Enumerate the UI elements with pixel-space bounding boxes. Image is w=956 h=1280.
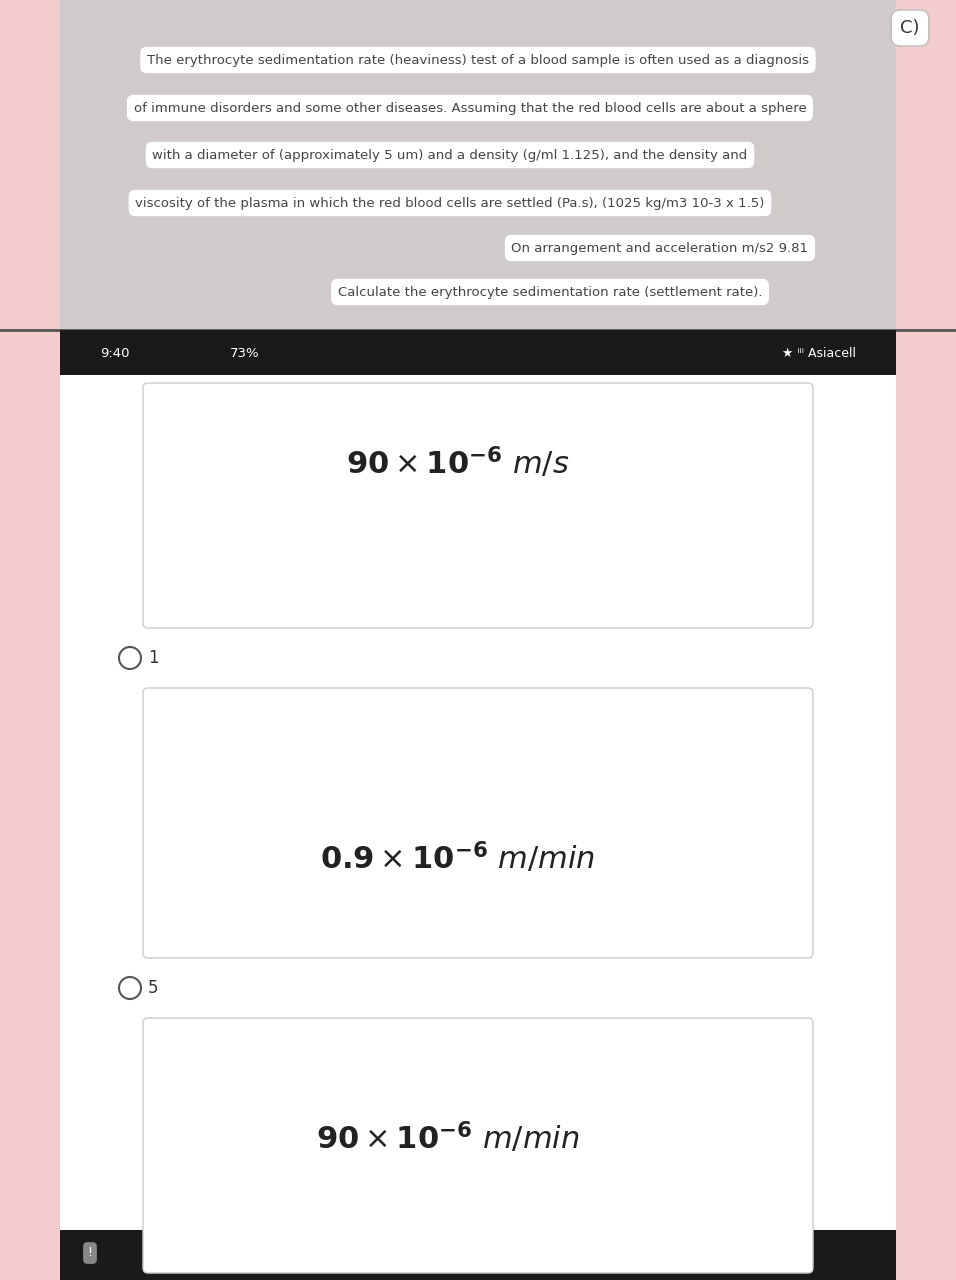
Text: $\mathbf{0.9} \times \mathbf{10}^{\mathbf{-6}}\ \mathit{m/min}$: $\mathbf{0.9} \times \mathbf{10}^{\mathb… — [320, 840, 596, 876]
Text: Calculate the erythrocyte sedimentation rate (settlement rate).: Calculate the erythrocyte sedimentation … — [337, 285, 762, 298]
Text: 1: 1 — [148, 649, 159, 667]
FancyBboxPatch shape — [60, 330, 896, 375]
FancyBboxPatch shape — [143, 689, 813, 957]
Text: C): C) — [901, 19, 920, 37]
Text: with a diameter of (approximately 5 um) and a density (g/ml 1.125), and the dens: with a diameter of (approximately 5 um) … — [152, 148, 748, 161]
FancyBboxPatch shape — [143, 1018, 813, 1274]
Text: viscosity of the plasma in which the red blood cells are settled (Pa.s), (1025 k: viscosity of the plasma in which the red… — [136, 197, 765, 210]
Text: The erythrocyte sedimentation rate (heaviness) test of a blood sample is often u: The erythrocyte sedimentation rate (heav… — [147, 54, 809, 67]
FancyBboxPatch shape — [143, 383, 813, 628]
FancyBboxPatch shape — [60, 1230, 896, 1280]
FancyBboxPatch shape — [0, 0, 60, 1280]
Text: □: □ — [337, 1243, 359, 1267]
FancyBboxPatch shape — [60, 375, 896, 1230]
Text: 5: 5 — [148, 979, 159, 997]
Text: of immune disorders and some other diseases. Assuming that the red blood cells a: of immune disorders and some other disea… — [134, 101, 806, 114]
Text: !: ! — [88, 1247, 93, 1260]
Text: On arrangement and acceleration m/s2 9.81: On arrangement and acceleration m/s2 9.8… — [511, 242, 809, 255]
Text: ▷: ▷ — [598, 1243, 618, 1267]
Text: $\mathbf{90} \times \mathbf{10}^{\mathbf{-6}}\ \mathit{m/s}$: $\mathbf{90} \times \mathbf{10}^{\mathbf… — [346, 445, 570, 481]
Text: 73%: 73% — [230, 347, 260, 360]
Text: ★ ⁱⁱⁱ Asiacell: ★ ⁱⁱⁱ Asiacell — [782, 347, 856, 360]
Text: $\mathbf{90} \times \mathbf{10}^{\mathbf{-6}}\ \mathit{m/min}$: $\mathbf{90} \times \mathbf{10}^{\mathbf… — [316, 1120, 579, 1156]
Text: ○: ○ — [467, 1243, 489, 1267]
Text: 9:40: 9:40 — [100, 347, 129, 360]
FancyBboxPatch shape — [896, 0, 956, 1280]
